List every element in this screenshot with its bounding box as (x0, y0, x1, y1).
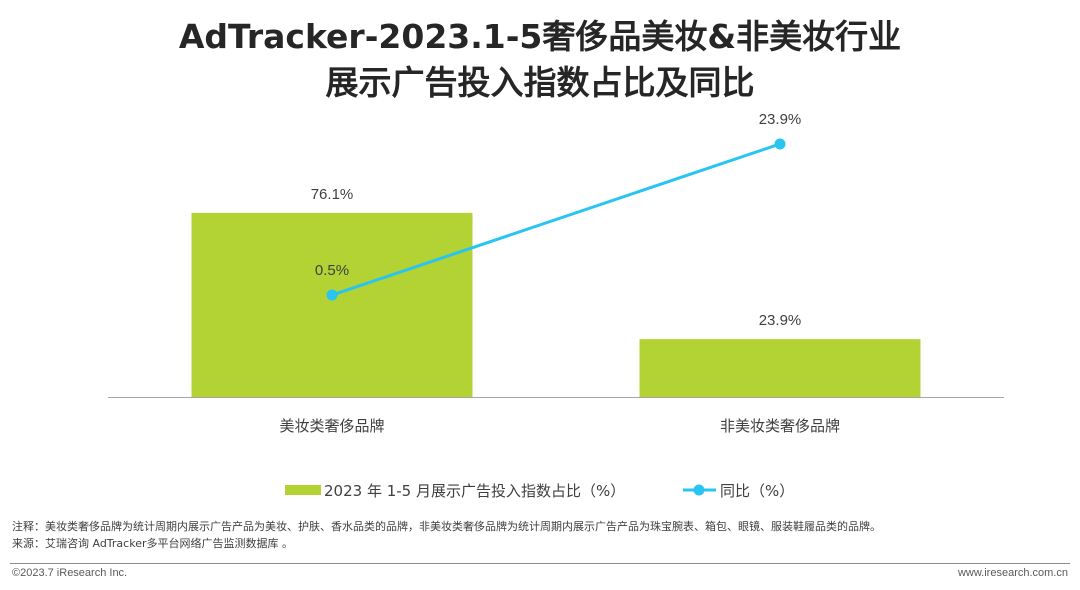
yoy-data-label: 0.5% (315, 262, 349, 279)
footer-divider (10, 563, 1070, 564)
bar-data-label: 23.9% (759, 312, 802, 329)
chart-area: 76.1% 美妆类奢侈品牌 23.9% 非美妆类奢侈品牌 0.5% 23.9% 2023 年… (108, 111, 1004, 500)
legend-bar-label: 2023 年 1-5 月展示广告投入指数占比（%） (324, 482, 625, 500)
chart-source: 来源：艾瑞咨询 AdTracker多平台网络广告监测数据库 。 (12, 537, 293, 550)
legend-bar-swatch (285, 485, 321, 495)
title-line-2: 展示广告投入指数占比及同比 (325, 63, 755, 102)
legend-line-marker (693, 484, 705, 496)
yoy-line (331, 142, 781, 297)
yoy-data-label: 23.9% (759, 111, 802, 128)
bar (191, 212, 473, 397)
yoy-point (326, 289, 338, 301)
bar (639, 339, 921, 397)
yoy-point (774, 138, 786, 150)
footer-copyright: ©2023.7 iResearch Inc. (12, 567, 128, 579)
bar-data-label: 76.1% (311, 186, 354, 203)
chart-title: AdTracker-2023.1-5奢侈品美妆&非美妆行业 展示广告投入指数占比… (0, 14, 1080, 106)
category-label: 非美妆类奢侈品牌 (720, 417, 840, 435)
footer-website: www.iresearch.com.cn (957, 567, 1068, 579)
chart-note: 注释：美妆类奢侈品牌为统计周期内展示广告产品为美妆、护肤、香水品类的品牌，非美妆… (12, 520, 881, 533)
legend-line-label: 同比（%） (720, 482, 794, 500)
category-label: 美妆类奢侈品牌 (279, 417, 384, 435)
title-line-1: AdTracker-2023.1-5奢侈品美妆&非美妆行业 (178, 17, 902, 56)
